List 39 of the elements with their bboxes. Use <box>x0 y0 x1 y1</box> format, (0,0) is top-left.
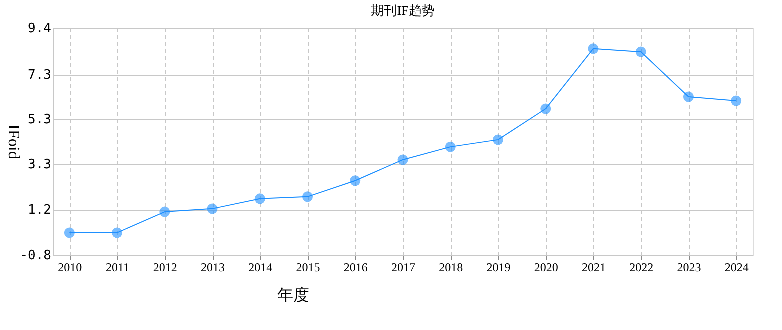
x-tick-label: 2019 <box>486 260 511 274</box>
point <box>636 46 646 58</box>
x-tick-label: 2020 <box>534 260 558 274</box>
point <box>350 176 361 186</box>
x-tick-label: 2024 <box>724 260 749 274</box>
y-tick-label: 9.4 <box>28 22 52 36</box>
x-tick-label: 2012 <box>153 260 178 274</box>
x-tick-label: 2015 <box>296 260 320 274</box>
point <box>160 206 170 218</box>
point <box>302 192 314 202</box>
x-tick-label: 2016 <box>344 260 368 274</box>
x-tick-label: 2022 <box>630 260 654 274</box>
point <box>254 194 266 204</box>
point <box>207 204 218 214</box>
point <box>588 44 599 54</box>
x-tick-label: 2011 <box>106 260 130 274</box>
chart-title: 期刊IF趋势 <box>371 3 435 18</box>
x-tick-label: 2021 <box>582 260 606 274</box>
x-tick-label: 2023 <box>677 260 702 274</box>
point <box>64 228 75 238</box>
y-axis-title: IFoid <box>5 124 22 160</box>
y-tick-label: 3.3 <box>28 158 52 173</box>
y-tick-label: 1.2 <box>28 203 52 218</box>
x-axis-title: 年度 <box>278 286 310 304</box>
y-tick-label: 5.3 <box>28 112 52 128</box>
x-tick-label: 2010 <box>58 260 82 274</box>
x-tick-label: 2018 <box>439 260 464 274</box>
point <box>445 142 456 152</box>
x-tick-label: 2017 <box>392 260 416 274</box>
x-tick-label: 2014 <box>248 260 273 274</box>
point <box>492 134 504 146</box>
y-tick-label: -0.8 <box>20 248 52 264</box>
x-tick-label: 2013 <box>201 260 226 274</box>
point <box>398 154 408 166</box>
y-tick-label: 7.3 <box>28 68 52 84</box>
point <box>731 96 742 106</box>
point <box>112 228 123 238</box>
point <box>683 92 694 102</box>
point <box>540 104 552 114</box>
